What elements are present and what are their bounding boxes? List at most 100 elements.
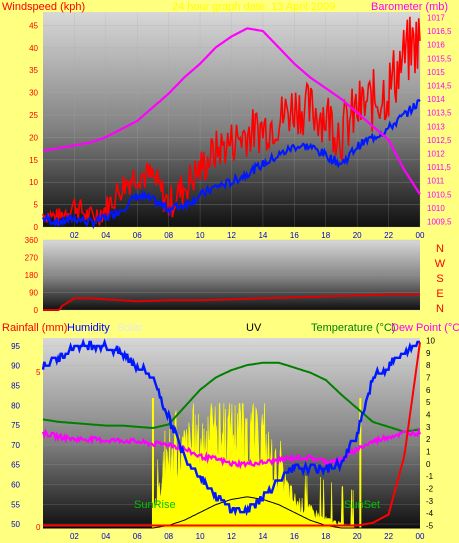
p3-hour-tick-label: 22 [384,532,393,541]
p1-hour-tick-label: 18 [321,231,330,240]
barometer-tick-label: 1015 [427,68,445,77]
dew-point-series [41,427,422,470]
wind-direction-tick-label: 0 [34,306,39,315]
barometer-tick-label: 1013,5 [427,109,452,118]
p3-hour-tick-label: 00 [416,532,425,541]
p1-hour-tick-label: 20 [353,231,362,240]
p3-hour-tick-label: 20 [353,532,362,541]
humidity-tick-label: 70 [11,441,20,450]
temperature-tick-label: -2 [426,485,434,494]
barometer-tick-label: 1013 [427,122,445,131]
barometer-tick-label: 1014,5 [427,81,452,90]
temperature-tick-label: -5 [426,522,434,531]
barometer-tick-label: 1012 [427,150,445,159]
sunset-label: SunSet [344,499,380,511]
rainfall-tick-label: 0 [36,523,41,532]
p3-hour-tick-label: 06 [133,532,142,541]
humidity-series [41,338,420,517]
windspeed-tick-label: 35 [29,66,38,75]
barometer-tick-label: 1010,5 [427,190,452,199]
humidity-axis-title: Humidity [67,322,110,334]
rainfall-series [43,342,421,527]
humidity-tick-label: 55 [11,500,20,509]
temperature-tick-label: -1 [426,472,434,481]
humidity-tick-label: 90 [11,362,20,371]
p1-hour-tick-label: 12 [227,231,236,240]
humidity-tick-label: 95 [11,342,20,351]
windspeed-tick-label: 5 [34,201,39,210]
graph-date-title: 24 hour graph date: 13 April 2009 [172,1,335,13]
p3-hour-tick-label: 18 [321,532,330,541]
windspeed-tick-label: 45 [29,21,38,30]
barometer-series [42,27,421,195]
compass-letter: E [436,288,443,300]
temperature-tick-label: 10 [426,336,435,345]
humidity-tick-label: 60 [11,480,20,489]
wind-direction-tick-label: 180 [25,271,39,280]
compass-letter: W [435,258,446,270]
temperature-series [42,361,421,433]
barometer-tick-label: 1017 [427,13,445,22]
temperature-tick-label: 9 [426,349,431,358]
wind-direction-series [43,293,420,311]
solar-radiation-series [152,403,361,529]
p1-hour-tick-label: 04 [101,231,110,240]
humidity-tick-label: 65 [11,461,20,470]
p3-hour-tick-label: 10 [196,532,205,541]
chart-marks [41,16,422,529]
compass-letter: N [436,303,444,315]
temperature-tick-label: 2 [426,435,431,444]
dew-point-axis-title: Dew Point (°C) [391,322,459,334]
windspeed-tick-label: 25 [29,111,38,120]
temperature-tick-label: 1 [426,448,431,457]
windspeed-tick-label: 0 [34,223,39,232]
wind-gust-series [42,16,421,226]
tick-labels: 0510152025303540451009,510101010,5101110… [11,13,452,541]
barometer-axis-title: Barometer (mb) [371,1,448,13]
temperature-tick-label: -3 [426,497,434,506]
p1-hour-tick-label: 06 [133,231,142,240]
sunrise-label: SunRise [134,499,176,511]
windspeed-axis-title: Windspeed (kph) [2,1,85,13]
temperature-tick-label: 5 [426,398,431,407]
p3-hour-tick-label: 04 [101,532,110,541]
temperature-tick-label: 4 [426,410,431,419]
solar-axis-title: Solar [117,322,143,334]
wind-direction-tick-label: 360 [25,236,39,245]
windspeed-tick-label: 15 [29,156,38,165]
temperature-tick-label: 3 [426,423,431,432]
p1-hour-tick-label: 16 [290,231,299,240]
p1-hour-tick-label: 08 [164,231,173,240]
temperature-tick-label: 8 [426,361,431,370]
p1-hour-tick-label: 00 [416,231,425,240]
p1-hour-tick-label: 10 [196,231,205,240]
uv-series [43,496,420,529]
windspeed-tick-label: 40 [29,44,38,53]
p3-hour-tick-label: 14 [258,532,267,541]
temperature-tick-label: 7 [426,373,431,382]
p3-hour-tick-label: 02 [70,532,79,541]
wind-direction-tick-label: 270 [25,254,39,263]
temperature-axis-title: Temperature (°C) [311,322,395,334]
windspeed-tick-label: 10 [29,178,38,187]
rainfall-axis-title: Rainfall (mm) [2,322,67,334]
barometer-tick-label: 1016,5 [427,27,452,36]
barometer-tick-label: 1015,5 [427,54,452,63]
temperature-tick-label: -4 [426,509,434,518]
p3-hour-tick-label: 08 [164,532,173,541]
p3-hour-tick-label: 16 [290,532,299,541]
windspeed-tick-label: 30 [29,89,38,98]
barometer-tick-label: 1009,5 [427,218,452,227]
barometer-tick-label: 1014 [427,95,445,104]
barometer-tick-label: 1010 [427,204,445,213]
temperature-tick-label: 0 [426,460,431,469]
p1-hour-tick-label: 02 [70,231,79,240]
p3-hour-tick-label: 12 [227,532,236,541]
barometer-tick-label: 1011,5 [427,163,451,172]
humidity-tick-label: 85 [11,382,20,391]
humidity-tick-label: 75 [11,421,20,430]
compass-letter: S [436,273,443,285]
temperature-tick-label: 6 [426,386,431,395]
